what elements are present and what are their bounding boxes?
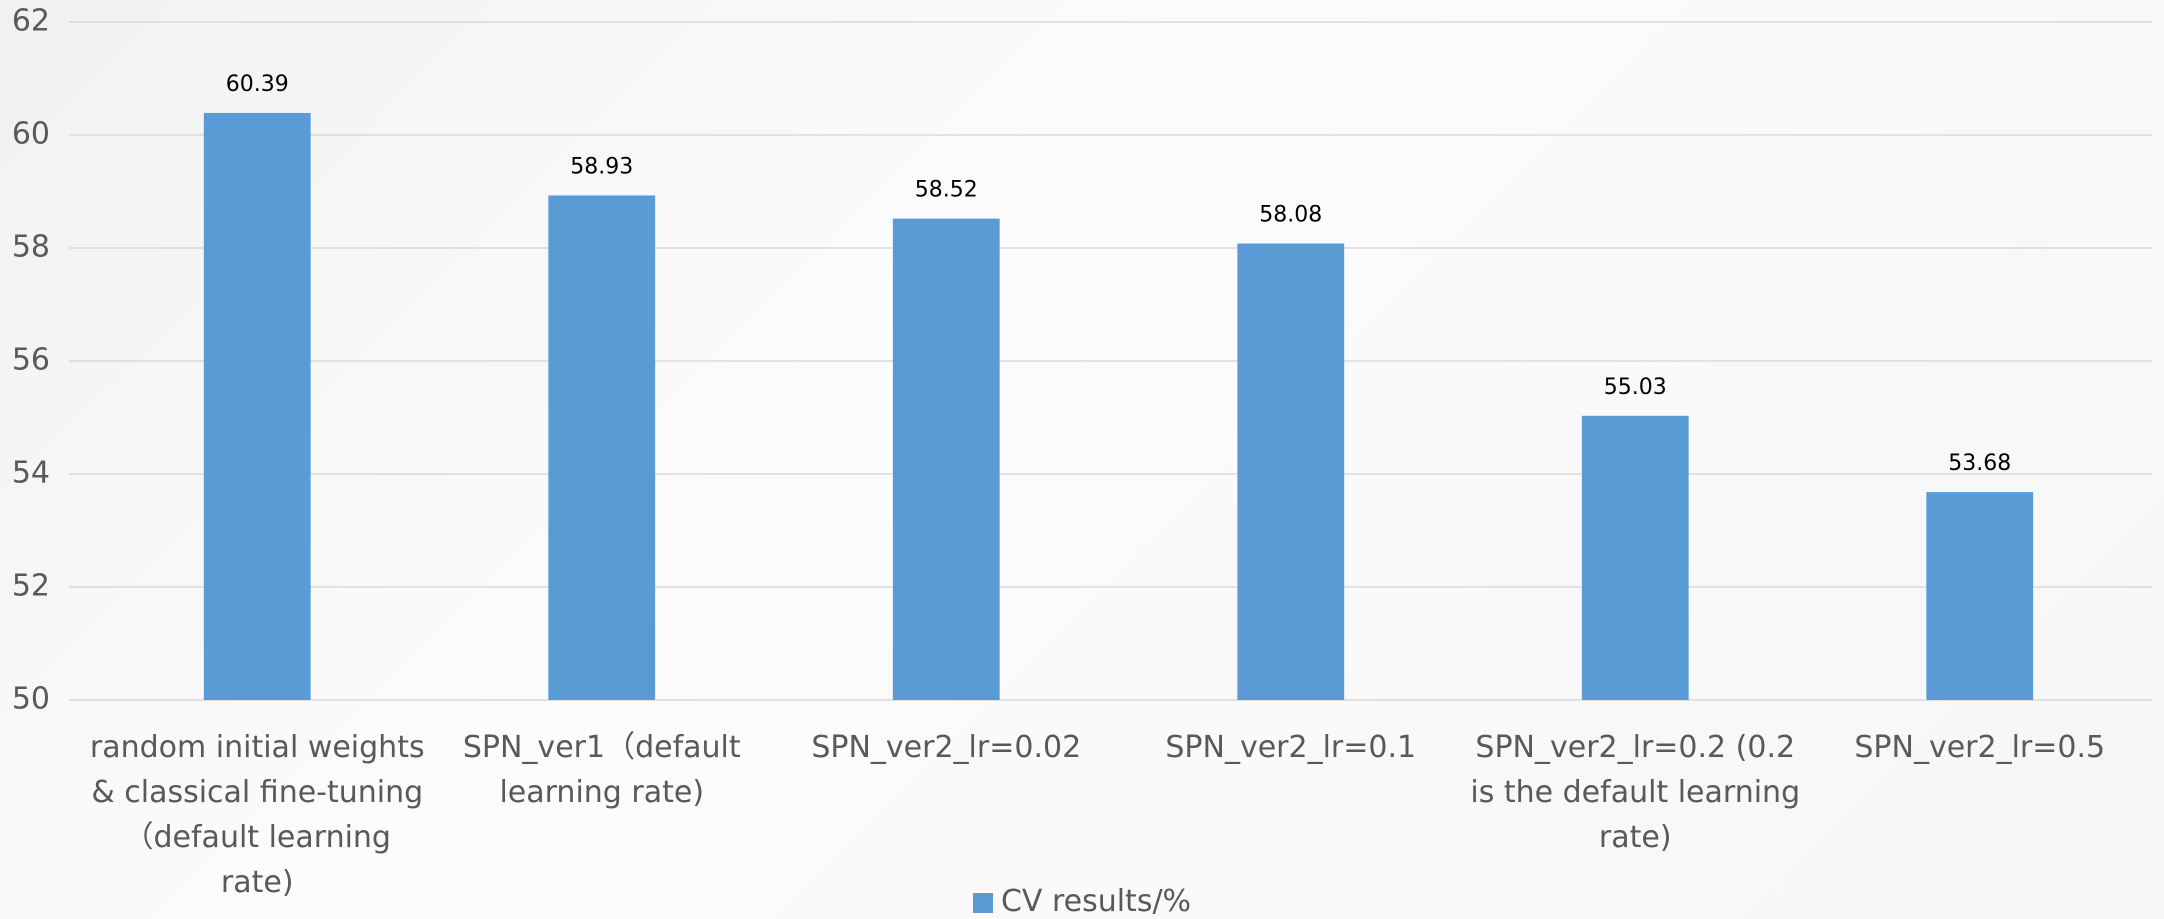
bar (548, 195, 656, 700)
data-label: 55.03 (1604, 375, 1667, 400)
bar (1926, 492, 2034, 700)
x-tick-label: SPN_ver1（default learning rate) (462, 730, 741, 810)
x-tick-label: random initial weights & classical fine-… (89, 730, 425, 900)
data-label: 58.52 (915, 178, 978, 203)
y-tick-label: 58 (12, 230, 50, 265)
x-tick-label: SPN_ver2_lr=0.02 (811, 730, 1082, 765)
y-tick-label: 62 (12, 4, 50, 39)
x-tick-label: SPN_ver2_lr=0.5 (1854, 730, 2106, 765)
x-tick-label: SPN_ver2_lr=0.2 (0.2 is the default lear… (1470, 730, 1801, 855)
data-label: 58.08 (1259, 202, 1322, 227)
bar (203, 112, 311, 701)
bar (1581, 415, 1689, 700)
bar (892, 218, 1000, 700)
data-label: 58.93 (570, 154, 633, 179)
legend: CV results/% (0, 884, 2164, 919)
legend-label: CV results/% (1000, 884, 1192, 919)
bar (1237, 243, 1345, 701)
data-label: 60.39 (226, 72, 289, 97)
y-tick-label: 54 (12, 456, 50, 491)
y-tick-label: 50 (12, 682, 50, 717)
x-tick-label: SPN_ver2_lr=0.1 (1165, 730, 1417, 765)
legend-swatch (972, 892, 993, 913)
y-tick-label: 56 (12, 343, 50, 378)
y-tick-label: 60 (12, 117, 50, 152)
y-tick-label: 52 (12, 569, 50, 604)
data-label: 53.68 (1948, 451, 2011, 476)
